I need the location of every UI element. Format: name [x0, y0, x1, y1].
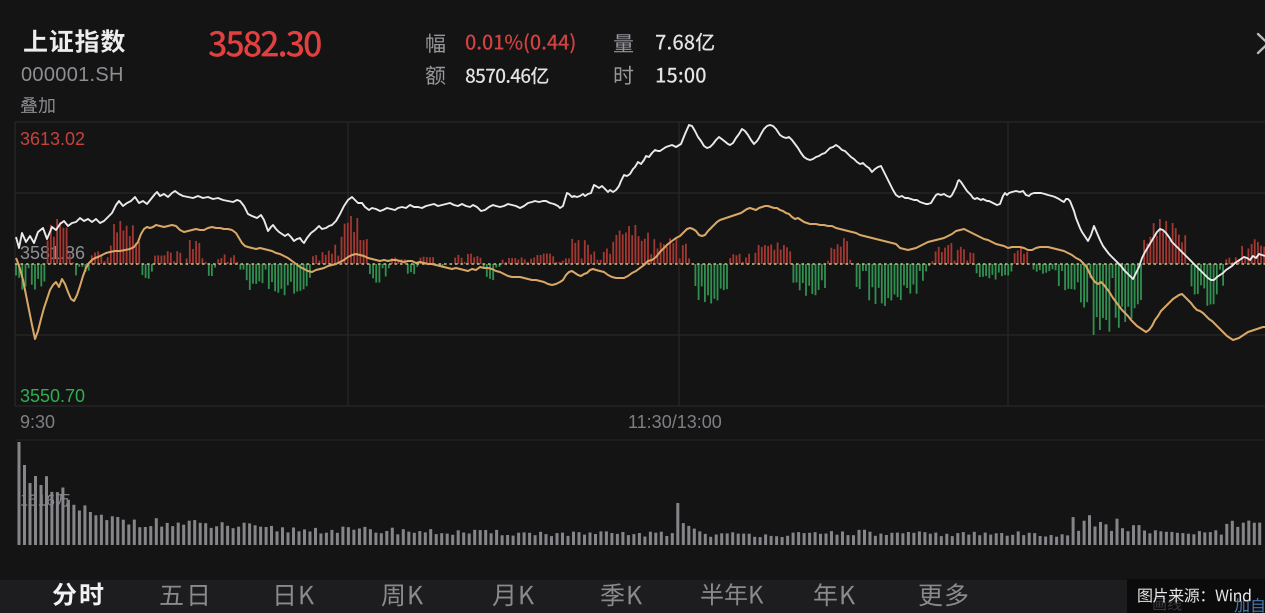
- svg-text:3581.86: 3581.86: [20, 243, 85, 263]
